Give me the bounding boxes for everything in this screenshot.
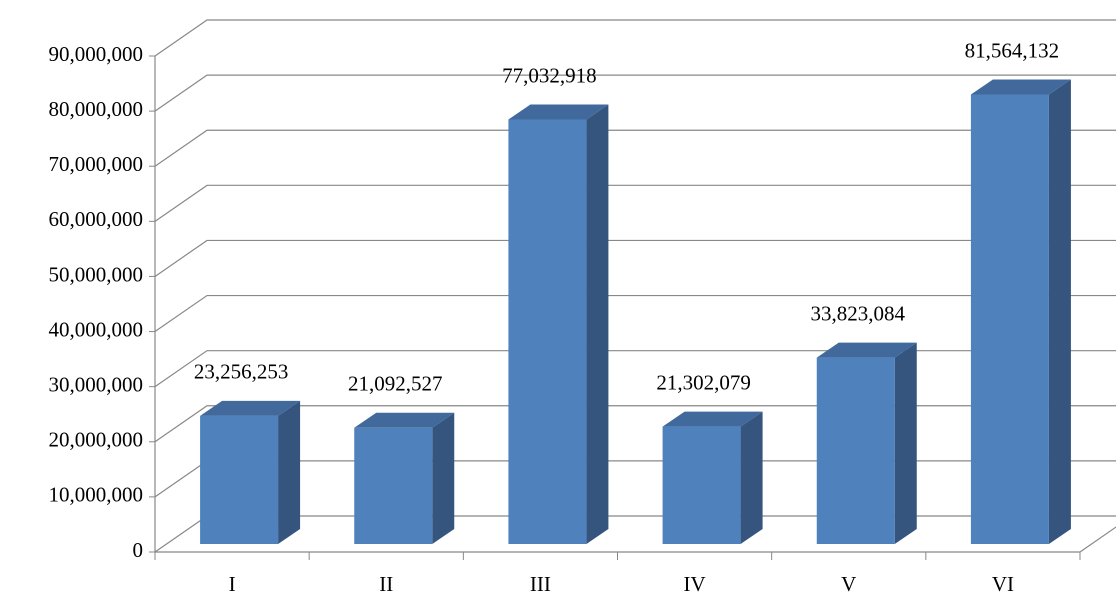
data-label: 23,256,253 [194,360,289,384]
bar-side [586,104,609,545]
grid-line [154,350,1116,388]
x-tick-label: III [530,572,551,596]
bar [354,427,433,544]
data-label: 81,564,132 [965,38,1060,62]
bar-top [816,342,917,358]
x-tick-label: I [229,572,236,596]
grid-line [154,294,1116,333]
data-label: 33,823,084 [811,301,906,325]
grid-line [154,239,1116,277]
bar-side [432,412,455,544]
bar-top [508,104,609,120]
y-tick-label: 70,000,000 [49,152,144,176]
bar-side [278,400,301,544]
bar [662,426,741,544]
grid-line [154,129,1116,167]
bar [508,119,587,545]
data-label: 21,302,079 [656,370,751,394]
y-tick-label: 60,000,000 [49,207,144,231]
x-tick-label: VI [992,572,1014,596]
bar-side [1048,79,1071,545]
y-tick-label: 0 [133,538,144,562]
bar-top [354,412,455,428]
y-tick-label: 30,000,000 [49,372,144,396]
data-label: 77,032,918 [502,63,597,87]
grid-line [154,184,1116,222]
bar-top [662,411,763,427]
bar [200,415,279,544]
x-tick-label: II [379,572,393,596]
bar [816,357,895,544]
x-tick-label: IV [683,572,705,596]
x-tick-label: V [841,572,856,596]
bar [970,94,1049,545]
y-tick-label: 10,000,000 [49,483,144,507]
floor-edge [1079,526,1116,553]
y-tick-label: 90,000,000 [49,42,144,66]
grid-line [154,405,1116,443]
bar-top [970,79,1071,95]
grid-line [154,74,1116,112]
bar-side [740,411,763,544]
y-tick-label: 20,000,000 [49,428,144,452]
y-tick-label: 80,000,000 [49,97,144,121]
bar-top [200,400,301,416]
data-label: 21,092,527 [348,372,443,396]
bar-side [894,342,917,544]
grid-line [154,19,1116,57]
y-tick-label: 50,000,000 [49,262,144,286]
y-tick-label: 40,000,000 [49,317,144,341]
